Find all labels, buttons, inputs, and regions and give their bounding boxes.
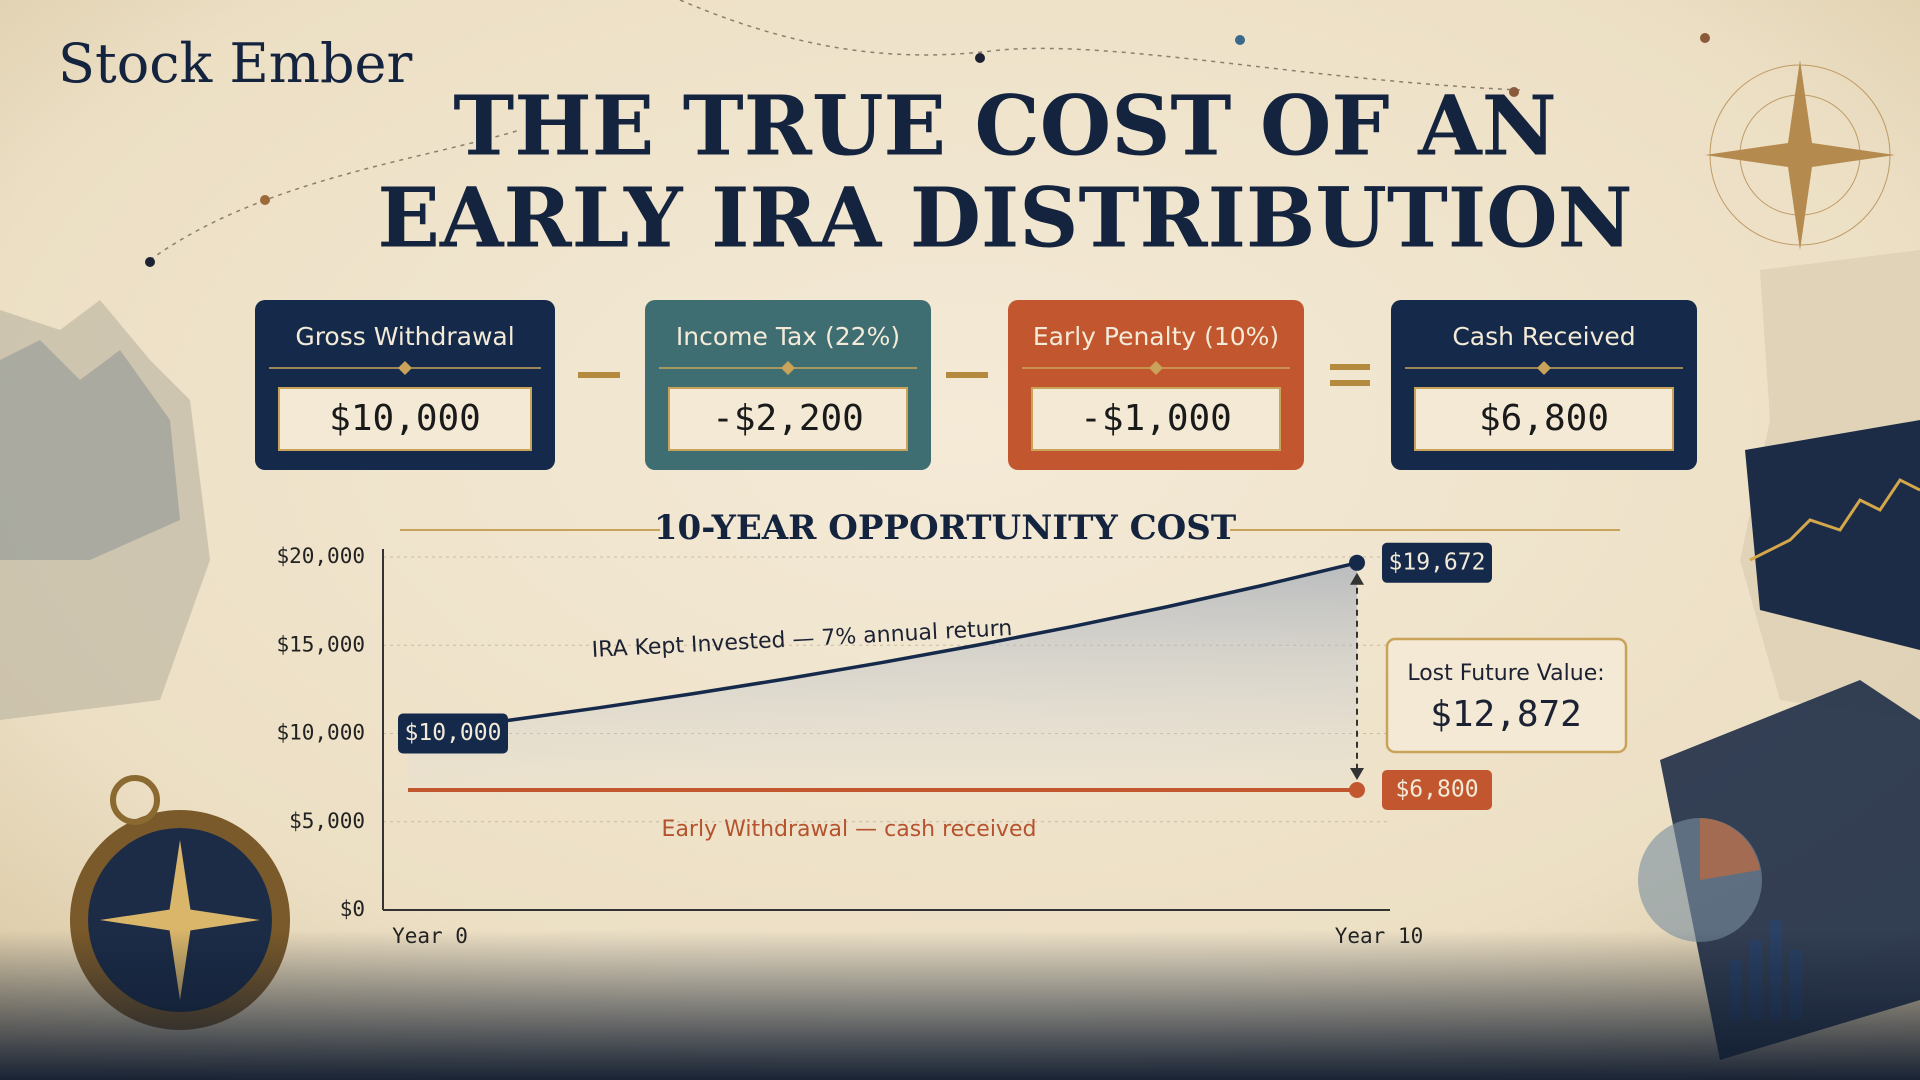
point — [1349, 554, 1365, 571]
divider-diamond — [398, 361, 412, 375]
divider-diamond — [781, 361, 795, 375]
series-line — [407, 561, 1358, 736]
equation-label: Income Tax (22%) — [676, 322, 900, 351]
y-tick-label: $20,000 — [276, 544, 365, 568]
arrow-head — [1350, 572, 1364, 585]
annotation-value: $12,872 — [1430, 694, 1582, 735]
amount-box — [668, 387, 908, 451]
annotation-box — [1385, 637, 1628, 754]
divider-diamond — [1149, 361, 1163, 375]
equation-amount: -$1,000 — [1080, 398, 1232, 439]
equation-label: Early Penalty (10%) — [1033, 322, 1279, 351]
equation-label: Cash Received — [1452, 322, 1635, 351]
value-label: $6,800 — [1395, 776, 1478, 802]
amount-box — [278, 387, 532, 451]
y-tick-label: $5,000 — [289, 809, 365, 833]
chart: 10-YEAR OPPORTUNITY COST $0 $5,000 $10,000 $… — [276, 508, 1628, 948]
equation: Gross Withdrawal $10,000 Income Tax (22%) -… — [255, 300, 1697, 470]
divider-diamond — [1537, 361, 1551, 375]
series-name: Early Withdrawal — cash received — [662, 817, 1037, 842]
equation-amount: -$2,200 — [712, 398, 864, 439]
gap-area — [408, 562, 1357, 790]
title: THE TRUE COST OF AN — [453, 78, 1557, 174]
equation-amount: $10,000 — [329, 398, 481, 439]
value-label-box — [1382, 542, 1492, 583]
value-label-box — [1382, 769, 1492, 810]
brand: Stock Ember — [58, 32, 412, 95]
operators — [578, 364, 1370, 386]
amount-box — [1031, 387, 1281, 451]
y-tick-label: $15,000 — [276, 632, 365, 656]
amount-box — [1414, 387, 1674, 451]
chart-title: 10-YEAR OPPORTUNITY COST — [654, 508, 1236, 548]
equation-label: Gross Withdrawal — [295, 322, 514, 351]
point — [1349, 781, 1365, 798]
value-label: $19,672 — [1389, 549, 1486, 575]
x-tick-label: Year 0 — [392, 924, 468, 948]
value-label-box — [398, 713, 508, 754]
arrow-head — [1350, 767, 1364, 780]
annotation-title: Lost Future Value: — [1407, 661, 1604, 686]
y-tick-label: $0 — [340, 897, 365, 921]
x-tick-label: Year 10 — [1335, 924, 1424, 948]
value-label: $10,000 — [405, 720, 502, 746]
y-tick-label: $10,000 — [276, 721, 365, 745]
title: EARLY IRA DISTRIBUTION — [377, 170, 1632, 266]
equation-amount: $6,800 — [1479, 398, 1609, 439]
